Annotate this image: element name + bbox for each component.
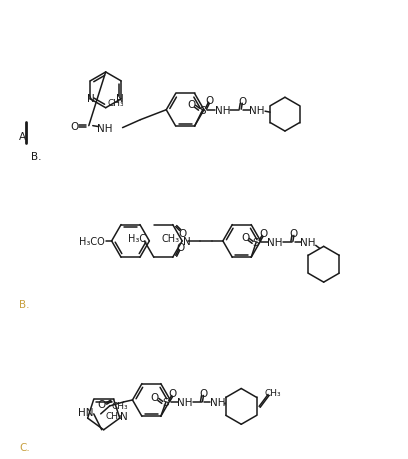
Text: O: O [177,243,185,253]
Text: S: S [162,397,169,408]
Text: O: O [290,229,298,239]
Text: CH₃: CH₃ [106,411,122,420]
Text: CH₃: CH₃ [107,99,124,108]
Text: O: O [187,100,196,110]
Text: NH: NH [210,397,225,408]
Text: O: O [241,233,249,243]
Text: NH: NH [267,238,283,248]
Text: O: O [98,399,106,409]
Text: CH₃: CH₃ [112,401,128,410]
Text: NH: NH [249,106,265,116]
Text: NH: NH [97,123,113,133]
Text: S: S [199,106,206,116]
Text: N: N [120,411,128,421]
Text: N: N [87,94,95,104]
Text: O: O [205,96,213,106]
Text: A.: A. [19,131,30,141]
Text: NH: NH [177,397,193,408]
Text: O: O [179,228,187,238]
Text: CH₃: CH₃ [162,234,180,244]
Text: NH: NH [300,238,315,248]
Text: O: O [169,389,177,398]
Text: O: O [71,121,79,131]
Text: C.: C. [19,442,30,452]
Text: H₃CO: H₃CO [79,236,104,246]
Text: N: N [183,236,191,246]
Text: B.: B. [31,152,42,162]
Text: HN: HN [78,407,93,417]
Text: N: N [116,94,124,104]
Text: O: O [200,389,208,398]
Text: O: O [259,229,267,239]
Text: H₃C: H₃C [128,234,146,244]
Text: NH: NH [215,106,230,116]
Text: B.: B. [19,299,30,309]
Text: O: O [151,392,159,403]
Text: S: S [253,238,259,248]
Text: O: O [238,97,246,107]
Text: CH₃: CH₃ [265,388,282,397]
